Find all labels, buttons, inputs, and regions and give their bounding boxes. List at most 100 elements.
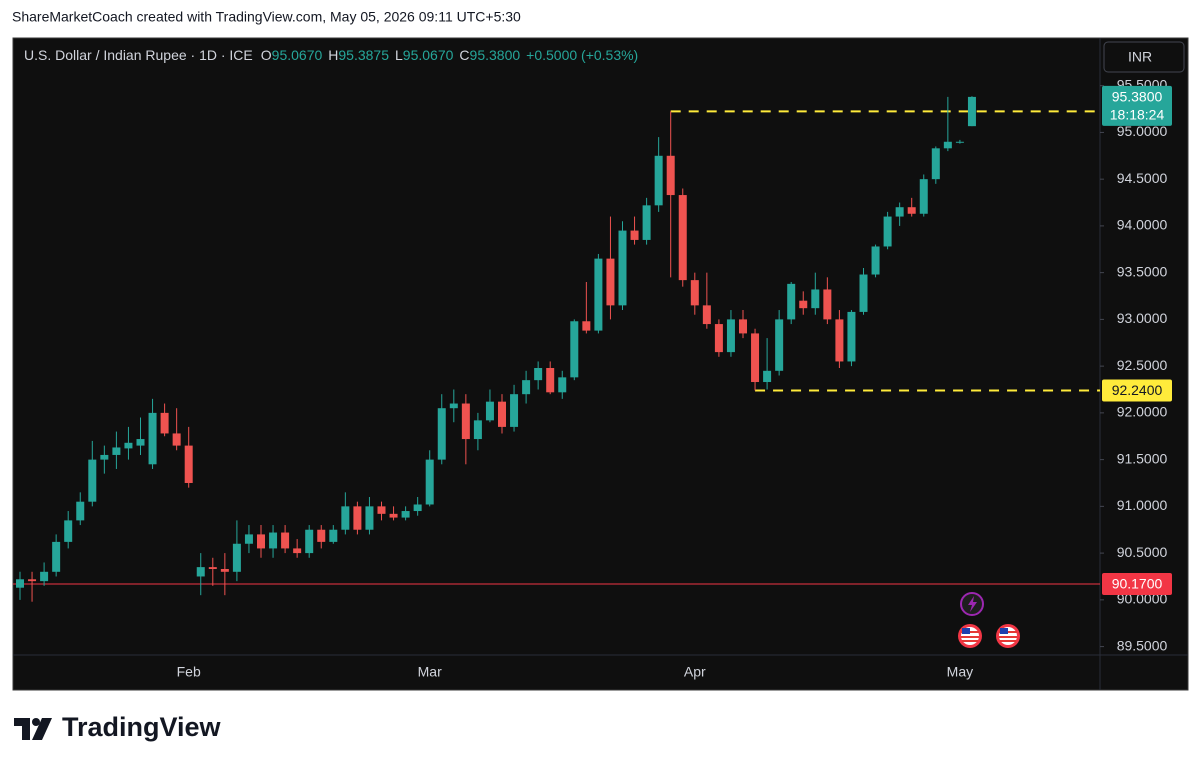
candle-body — [751, 333, 760, 383]
candle-body — [895, 207, 904, 217]
candle-body — [461, 403, 470, 440]
candle-body — [353, 506, 362, 530]
candle-body — [775, 319, 784, 371]
last-price-label: 95.3800 — [1112, 89, 1163, 105]
candle-body — [714, 324, 723, 353]
candle-body — [618, 230, 627, 306]
legend-value: 95.3875 — [338, 47, 389, 63]
legend-symbol: U.S. Dollar / Indian Rupee · 1D · ICE — [24, 47, 253, 63]
x-tick-label: May — [947, 664, 973, 680]
candle-body — [244, 534, 253, 544]
candle-body — [823, 289, 832, 320]
x-tick-label: Apr — [684, 664, 706, 680]
y-tick-label: 92.0000 — [1117, 404, 1168, 420]
candle-body — [546, 368, 555, 393]
candle-body — [919, 179, 928, 214]
legend: U.S. Dollar / Indian Rupee · 1D · ICE O95… — [24, 47, 638, 63]
candle-body — [594, 258, 603, 331]
candle-body — [498, 401, 506, 427]
candle-body — [931, 148, 940, 180]
candle-body — [787, 283, 796, 320]
candle-body — [100, 454, 109, 460]
candle-body — [510, 394, 519, 427]
candle-body — [40, 571, 49, 582]
candle-body — [871, 246, 880, 275]
level-price-box — [1102, 572, 1172, 595]
candle-body — [305, 529, 314, 554]
candle-body — [642, 205, 651, 240]
candle-body — [52, 541, 61, 572]
brand-logo — [14, 718, 52, 740]
candle-body — [124, 442, 133, 449]
candle-body — [88, 459, 97, 502]
candle-body — [473, 420, 482, 440]
y-tick-label: 91.0000 — [1117, 497, 1168, 513]
lightning — [968, 596, 977, 612]
legend-value: 95.0670 — [272, 47, 323, 63]
candle-body — [690, 280, 699, 306]
candle-body — [317, 529, 326, 542]
y-tick-label: 93.0000 — [1117, 310, 1168, 326]
event-icons — [958, 592, 1020, 648]
legend-key: L — [395, 47, 403, 63]
candle-body — [148, 412, 157, 465]
candle-body — [883, 216, 892, 247]
brand-name: TradingView — [62, 712, 222, 742]
candle-body — [955, 141, 964, 143]
candle-body — [449, 403, 458, 409]
candle-body — [522, 380, 531, 395]
legend-value: 95.0670 — [403, 47, 454, 63]
level-price-label: 90.1700 — [1112, 576, 1163, 592]
candle-body — [763, 370, 772, 383]
candle-body — [232, 543, 241, 572]
candle-body — [570, 321, 579, 378]
candle-body — [293, 548, 302, 554]
candle-body — [377, 506, 386, 514]
candle-body — [485, 401, 494, 421]
currency-button[interactable] — [1103, 41, 1185, 73]
countdown: 18:18:24 — [1110, 107, 1165, 123]
y-tick-label: 94.0000 — [1117, 217, 1168, 233]
candle-body — [847, 311, 856, 362]
x-tick-label: Mar — [418, 664, 442, 680]
candle-body — [28, 579, 37, 582]
candle-body — [413, 504, 422, 512]
candle-body — [799, 300, 808, 309]
candle-body — [184, 445, 193, 483]
candle-body — [389, 513, 398, 518]
level-price-label: 92.2400 — [1112, 382, 1163, 398]
event-icon[interactable] — [996, 624, 1020, 648]
candle-body — [64, 520, 73, 542]
candle-body — [257, 534, 265, 549]
candle-body — [16, 579, 24, 588]
event-icon[interactable] — [958, 624, 982, 648]
candle-body — [76, 501, 85, 521]
candle-body — [558, 377, 567, 393]
candle-body — [859, 274, 868, 312]
candle-body — [365, 506, 374, 530]
candle-body — [112, 447, 121, 455]
x-tick-label: Feb — [177, 664, 201, 680]
candle-body — [678, 195, 687, 281]
candle-body — [726, 319, 735, 353]
candle-body — [208, 567, 217, 569]
last-price-box — [1102, 85, 1172, 126]
candle-body — [136, 439, 145, 446]
candle-body — [666, 155, 675, 196]
candle-body — [160, 412, 169, 434]
candle-body — [835, 319, 844, 362]
candle-body — [341, 506, 350, 530]
candle-body — [534, 368, 543, 381]
level-price-box — [1102, 379, 1172, 402]
candle-body — [606, 258, 615, 306]
candle-body — [582, 321, 591, 331]
price-axis: 89.500090.000090.500091.000091.500092.00… — [1100, 76, 1172, 653]
y-tick-label: 90.5000 — [1117, 544, 1168, 560]
candle-body — [401, 511, 410, 518]
candle-body — [220, 568, 229, 572]
y-tick-label: 91.5000 — [1117, 450, 1168, 466]
currency[interactable]: INR — [1128, 49, 1152, 65]
legend-key: O — [261, 47, 272, 63]
